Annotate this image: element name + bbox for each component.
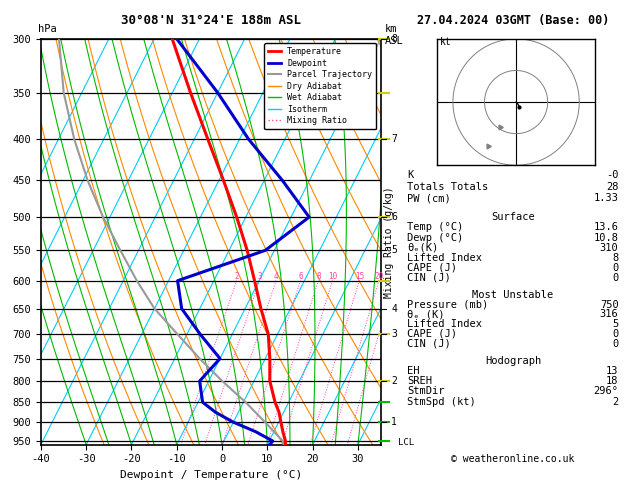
Text: 8: 8 xyxy=(316,272,321,281)
Text: 296°: 296° xyxy=(594,386,618,397)
Text: © weatheronline.co.uk: © weatheronline.co.uk xyxy=(451,454,575,464)
Text: Lifted Index: Lifted Index xyxy=(408,253,482,262)
Text: LCL: LCL xyxy=(398,438,415,448)
Text: 2: 2 xyxy=(612,397,618,406)
Text: 8: 8 xyxy=(612,253,618,262)
Text: 2: 2 xyxy=(235,272,239,281)
Text: K: K xyxy=(408,170,414,180)
Text: 7: 7 xyxy=(391,134,397,144)
Text: EH: EH xyxy=(408,366,420,376)
Text: 5: 5 xyxy=(391,245,397,255)
Text: θₑ(K): θₑ(K) xyxy=(408,243,438,253)
X-axis label: Dewpoint / Temperature (°C): Dewpoint / Temperature (°C) xyxy=(120,470,302,480)
Text: 1.33: 1.33 xyxy=(594,193,618,203)
Text: 0: 0 xyxy=(612,273,618,283)
Text: 8: 8 xyxy=(391,34,397,44)
Legend: Temperature, Dewpoint, Parcel Trajectory, Dry Adiabat, Wet Adiabat, Isotherm, Mi: Temperature, Dewpoint, Parcel Trajectory… xyxy=(264,43,376,129)
Text: 13.6: 13.6 xyxy=(594,223,618,232)
Text: Lifted Index: Lifted Index xyxy=(408,319,482,329)
Text: 18: 18 xyxy=(606,376,618,386)
Text: CIN (J): CIN (J) xyxy=(408,273,451,283)
Text: Pressure (mb): Pressure (mb) xyxy=(408,300,489,310)
Text: StmDir: StmDir xyxy=(408,386,445,397)
Text: 10.8: 10.8 xyxy=(594,232,618,243)
Text: 0: 0 xyxy=(612,329,618,339)
Text: 3: 3 xyxy=(257,272,262,281)
Text: -0: -0 xyxy=(606,170,618,180)
Text: CAPE (J): CAPE (J) xyxy=(408,329,457,339)
Text: 0: 0 xyxy=(612,339,618,348)
Text: hPa: hPa xyxy=(38,24,57,34)
Text: 20: 20 xyxy=(374,272,384,281)
Text: θₑ (K): θₑ (K) xyxy=(408,310,445,319)
Text: 316: 316 xyxy=(600,310,618,319)
Text: Dewp (°C): Dewp (°C) xyxy=(408,232,464,243)
Text: 27.04.2024 03GMT (Base: 00): 27.04.2024 03GMT (Base: 00) xyxy=(417,14,609,27)
Text: 750: 750 xyxy=(600,300,618,310)
Text: Surface: Surface xyxy=(491,212,535,223)
Text: 0: 0 xyxy=(612,262,618,273)
Text: kt: kt xyxy=(440,37,452,47)
Text: 30°08'N 31°24'E 188m ASL: 30°08'N 31°24'E 188m ASL xyxy=(121,14,301,27)
Text: SREH: SREH xyxy=(408,376,432,386)
Text: 310: 310 xyxy=(600,243,618,253)
Text: 13: 13 xyxy=(606,366,618,376)
Text: Hodograph: Hodograph xyxy=(485,356,541,366)
Text: 6: 6 xyxy=(391,212,397,222)
Text: Most Unstable: Most Unstable xyxy=(472,290,554,300)
Text: Temp (°C): Temp (°C) xyxy=(408,223,464,232)
Text: 2: 2 xyxy=(391,376,397,386)
Text: ASL: ASL xyxy=(385,36,404,46)
Text: 1: 1 xyxy=(391,417,397,427)
Text: 4: 4 xyxy=(274,272,279,281)
Text: 6: 6 xyxy=(298,272,303,281)
Text: 3: 3 xyxy=(391,330,397,340)
Text: km: km xyxy=(385,24,398,34)
Text: 5: 5 xyxy=(612,319,618,329)
Text: 15: 15 xyxy=(355,272,364,281)
Text: PW (cm): PW (cm) xyxy=(408,193,451,203)
Text: 28: 28 xyxy=(606,182,618,191)
Text: Mixing Ratio (g/kg): Mixing Ratio (g/kg) xyxy=(384,186,394,297)
Text: CAPE (J): CAPE (J) xyxy=(408,262,457,273)
Text: CIN (J): CIN (J) xyxy=(408,339,451,348)
Text: 10: 10 xyxy=(328,272,337,281)
Text: 4: 4 xyxy=(391,304,397,313)
Text: StmSpd (kt): StmSpd (kt) xyxy=(408,397,476,406)
Text: Totals Totals: Totals Totals xyxy=(408,182,489,191)
